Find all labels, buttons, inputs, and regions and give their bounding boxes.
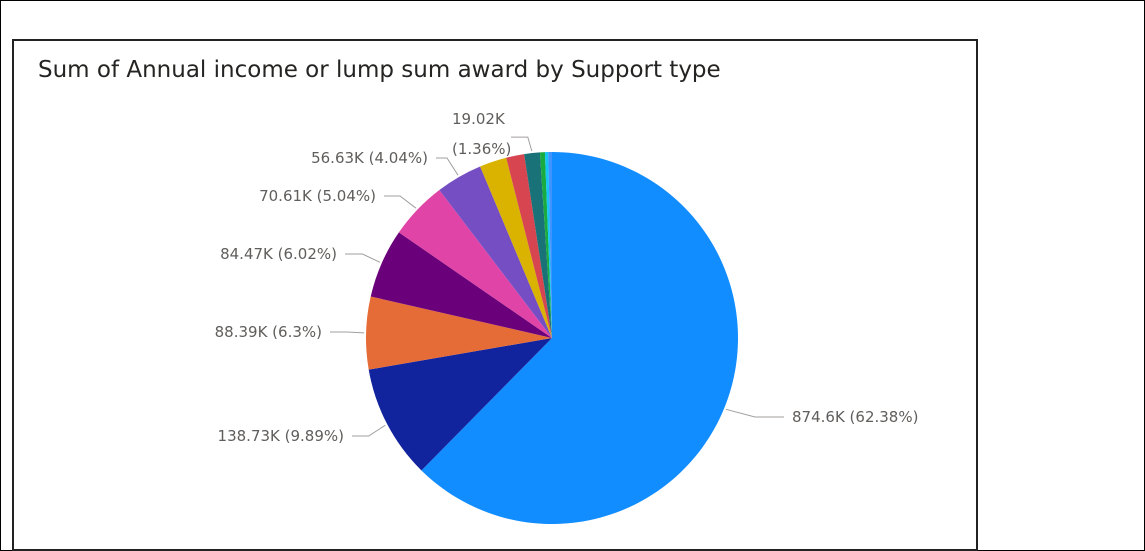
leader-line: [384, 195, 417, 209]
leader-line: [330, 331, 365, 334]
data-label: 88.39K (6.3%): [215, 323, 322, 341]
leader-line: [352, 424, 386, 437]
data-label: 84.47K (6.02%): [220, 245, 337, 263]
pie-slices: [365, 152, 738, 524]
pie-chart-visual[interactable]: Sum of Annual income or lump sum award b…: [12, 39, 978, 551]
data-label: 70.61K (5.04%): [259, 187, 376, 205]
chart-title: Sum of Annual income or lump sum award b…: [38, 57, 721, 83]
pie-slice[interactable]: [370, 232, 552, 338]
pie-slice[interactable]: [368, 338, 552, 471]
leader-line: [436, 157, 459, 176]
data-label: 874.6K (62.38%): [792, 408, 918, 426]
pie-chart: 874.6K (62.38%) 138.73K (9.89%) 88.39K (6.…: [215, 110, 919, 524]
leader-line: [511, 136, 533, 152]
pie-slice[interactable]: [524, 152, 552, 338]
leader-lines: [330, 136, 784, 437]
pie-slice[interactable]: [480, 157, 552, 338]
pie-slice[interactable]: [544, 152, 552, 338]
data-label: 56.63K (4.04%): [311, 149, 428, 167]
pie-slice[interactable]: [439, 166, 552, 338]
pie-slice[interactable]: [398, 189, 552, 338]
pie-slice[interactable]: [421, 152, 738, 524]
pie-slice[interactable]: [506, 154, 552, 338]
pie-slice[interactable]: [365, 296, 552, 370]
pie-slice[interactable]: [548, 152, 552, 338]
data-label: 138.73K (9.89%): [218, 427, 344, 445]
leader-line: [345, 253, 381, 263]
leader-line: [725, 408, 784, 418]
data-label: 19.02K (1.36%): [452, 110, 511, 158]
data-labels: 874.6K (62.38%) 138.73K (9.89%) 88.39K (6.…: [215, 110, 919, 445]
pie-slice[interactable]: [539, 152, 552, 338]
